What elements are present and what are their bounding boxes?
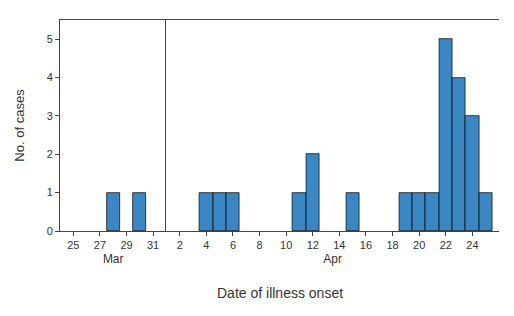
svg-text:1: 1 [47,186,53,198]
svg-text:0: 0 [47,225,53,237]
svg-text:8: 8 [256,239,262,251]
svg-text:22: 22 [440,239,452,251]
svg-text:4: 4 [47,71,53,83]
svg-text:3: 3 [47,110,53,122]
svg-text:2: 2 [177,239,183,251]
svg-text:10: 10 [280,239,292,251]
svg-text:14: 14 [333,239,345,251]
svg-text:31: 31 [147,239,159,251]
svg-text:12: 12 [307,239,319,251]
svg-text:Date of illness onset: Date of illness onset [217,285,343,301]
svg-text:25: 25 [67,239,79,251]
svg-text:5: 5 [47,33,53,45]
svg-text:Mar: Mar [103,252,124,266]
svg-text:4: 4 [203,239,209,251]
svg-text:Apr: Apr [323,252,342,266]
svg-text:20: 20 [413,239,425,251]
svg-text:16: 16 [360,239,372,251]
svg-text:24: 24 [466,239,478,251]
svg-text:27: 27 [94,239,106,251]
svg-text:18: 18 [386,239,398,251]
svg-text:6: 6 [230,239,236,251]
svg-text:29: 29 [120,239,132,251]
svg-text:2: 2 [47,148,53,160]
svg-text:No. of cases: No. of cases [12,89,27,162]
